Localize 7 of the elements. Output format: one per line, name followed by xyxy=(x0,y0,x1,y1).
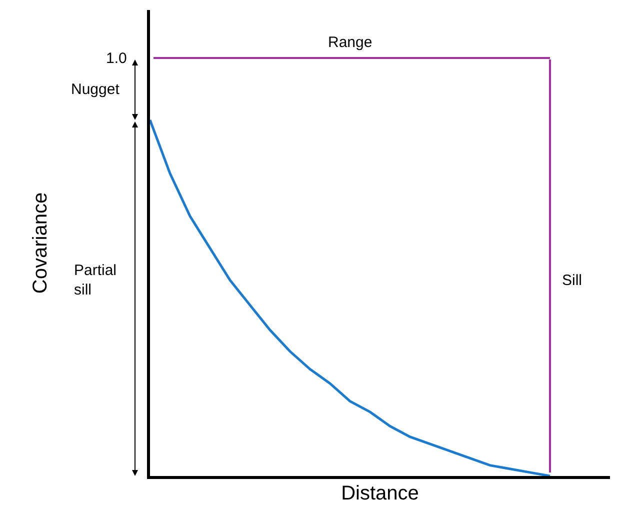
text: Sill xyxy=(562,272,582,289)
y-axis-title: Covariance xyxy=(30,192,52,294)
text: 1.0 xyxy=(106,50,127,67)
x-axis-title: Distance xyxy=(341,482,419,504)
text: Partial sill xyxy=(74,262,117,298)
text: Nugget xyxy=(71,81,120,98)
text: Range xyxy=(328,34,372,51)
